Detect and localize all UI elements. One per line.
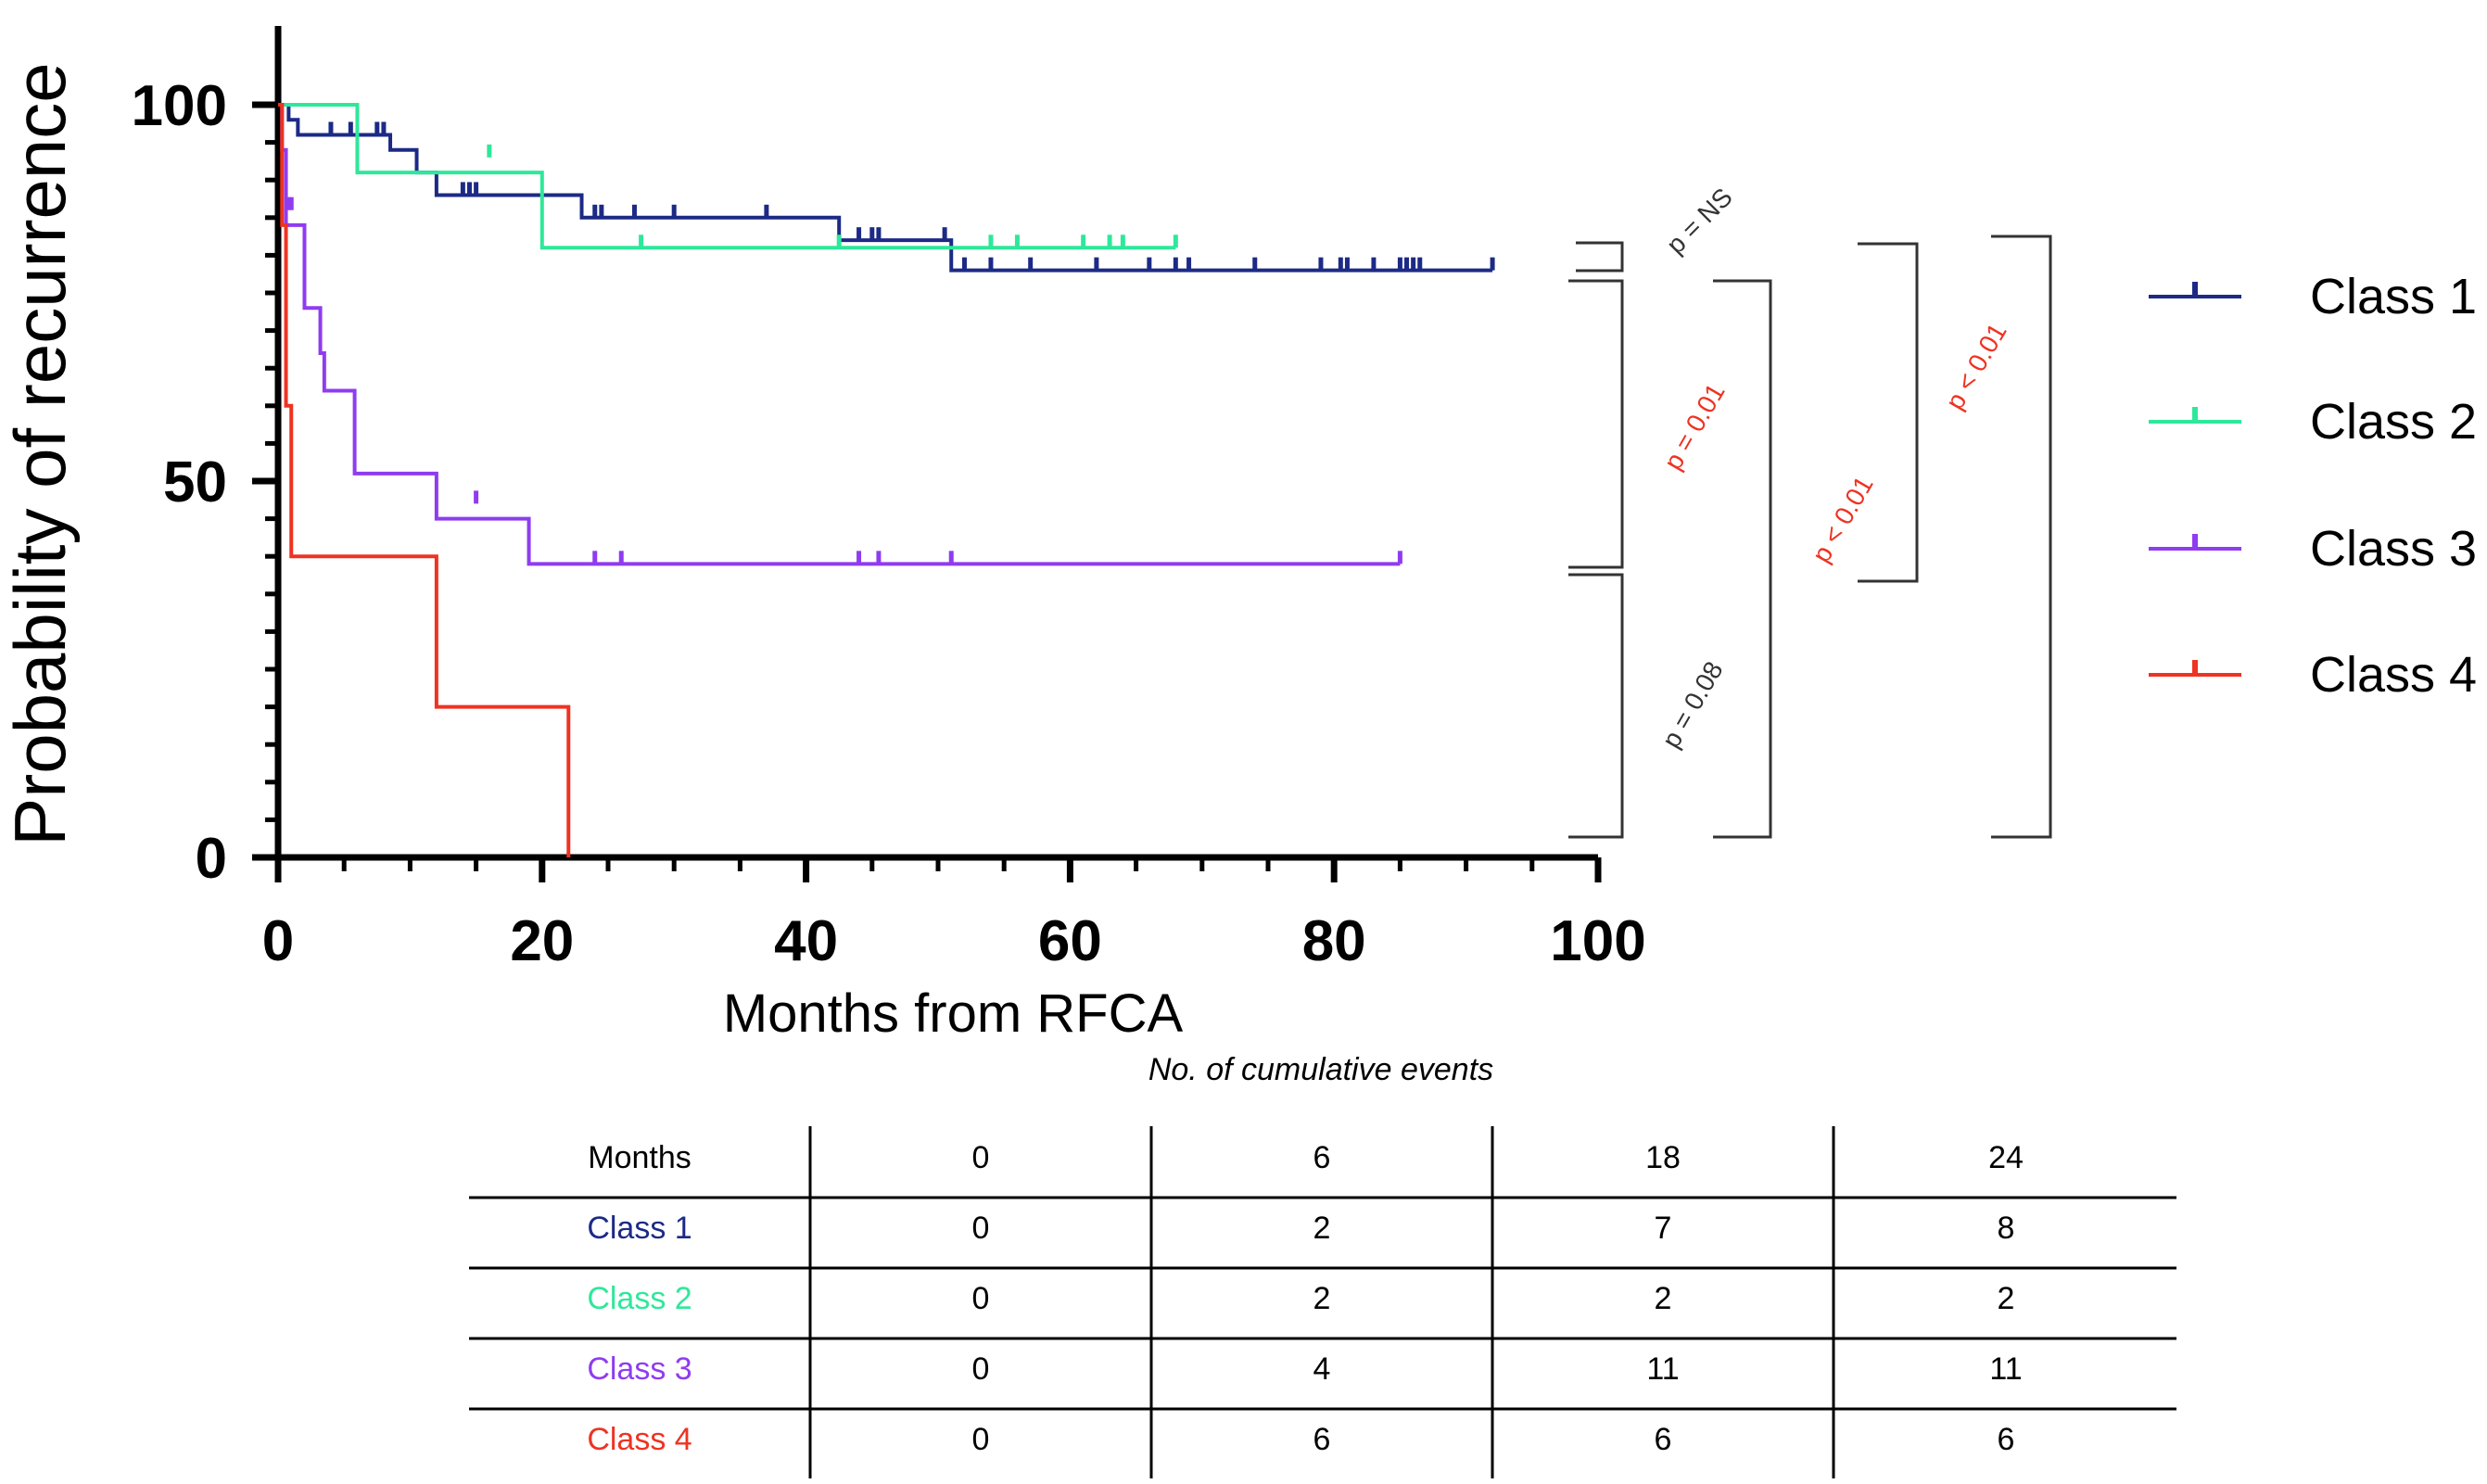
series-class-4	[278, 103, 571, 857]
y-tick-labels: 0 50 100	[132, 74, 227, 891]
bracket-class2-vs-class3	[1858, 242, 1919, 583]
table-header-cell: 18	[1645, 1140, 1681, 1175]
table-cell: 4	[1313, 1351, 1331, 1387]
table-cell: 6	[1655, 1422, 1672, 1457]
table-header-cell: Months	[588, 1140, 692, 1175]
x-axis-title: Months from RFCA	[723, 983, 1184, 1044]
table-cell: 11	[1646, 1351, 1679, 1387]
km-curve	[278, 103, 1493, 273]
x-tick-label: 40	[774, 909, 838, 973]
table-cell: 11	[1989, 1351, 2022, 1387]
events-table: Months 0 6 18 24 Class 1 0 2 7 8 Class 2 0 2 2 2 Class …	[469, 1126, 2176, 1478]
p-label-class3-vs-class4: p = 0.08	[1656, 656, 1729, 753]
legend-label: Class 1	[2310, 269, 2477, 324]
p-value-labels: p = NS p = 0.01 p = 0.08 p < 0.01 p < 0.…	[1656, 183, 2012, 753]
y-tick-label: 50	[163, 450, 227, 514]
legend-label: Class 4	[2310, 647, 2477, 703]
table-cell: 0	[972, 1351, 990, 1387]
p-label-class2-vs-class4: p < 0.01	[1807, 471, 1879, 567]
bracket-class3-vs-class4	[1568, 573, 1624, 839]
table-cell: 2	[1998, 1281, 2015, 1316]
x-tick-label: 80	[1302, 909, 1366, 973]
table-cell: 6	[1313, 1422, 1331, 1457]
bracket-class2-vs-class4	[1713, 279, 1772, 839]
km-curve	[278, 103, 1401, 566]
table-cell: 0	[972, 1281, 990, 1316]
series-class-2	[278, 103, 1178, 250]
legend: Class 1 Class 2 Class 3 Class 4	[2149, 269, 2477, 703]
km-curve	[278, 103, 1176, 250]
bracket-class1-vs-class4	[1991, 235, 2052, 839]
series-class-1	[278, 103, 1495, 273]
legend-item: Class 4	[2149, 647, 2477, 703]
legend-item: Class 2	[2149, 394, 2477, 450]
table-header-cell: 0	[972, 1140, 990, 1175]
series-class-3	[278, 103, 1402, 566]
table-row-label: Class 2	[587, 1281, 692, 1316]
p-label-class1-vs-class2: p = NS	[1661, 183, 1738, 260]
series-layer	[278, 103, 1495, 857]
p-label-class1-vs-class4-b: p < 0.01	[1940, 318, 2012, 414]
table-cell: 2	[1655, 1281, 1672, 1316]
x-tick-labels: 0 20 40 60 80 100	[262, 909, 1646, 973]
table-cell: 8	[1998, 1211, 2015, 1246]
table-cell: 6	[1998, 1422, 2015, 1457]
x-tick-label: 0	[262, 909, 294, 973]
p-label-class1-vs-class3: p = 0.01	[1658, 378, 1731, 475]
x-tick-label: 20	[510, 909, 574, 973]
x-minor-ticks	[274, 857, 1602, 882]
legend-label: Class 3	[2310, 521, 2477, 577]
table-header-cell: 24	[1988, 1140, 2024, 1175]
table-row-label: Class 4	[587, 1422, 692, 1457]
y-tick-label: 100	[132, 74, 227, 138]
table-caption: No. of cumulative events	[1148, 1052, 1493, 1087]
table-row-label: Class 3	[587, 1351, 692, 1387]
comparison-brackets	[1568, 235, 2052, 839]
legend-item: Class 1	[2149, 269, 2477, 324]
bracket-class1-vs-class3	[1568, 279, 1624, 569]
km-curve	[278, 103, 571, 857]
bracket-class1-vs-class2	[1576, 241, 1624, 273]
y-minor-ticks	[252, 101, 278, 861]
axes	[252, 26, 1602, 882]
table-header-cell: 6	[1313, 1140, 1331, 1175]
x-tick-label: 100	[1550, 909, 1645, 973]
y-tick-label: 0	[196, 827, 227, 891]
legend-item: Class 3	[2149, 521, 2477, 577]
table-cell: 2	[1313, 1281, 1331, 1316]
x-tick-label: 60	[1038, 909, 1102, 973]
table-cell: 7	[1655, 1211, 1672, 1246]
y-axis-title: Probability of recurrence	[0, 62, 81, 845]
legend-label: Class 2	[2310, 394, 2477, 450]
table-row-label: Class 1	[587, 1211, 692, 1246]
table-cell: 0	[972, 1422, 990, 1457]
table-cell: 2	[1313, 1211, 1331, 1246]
table-cell: 0	[972, 1211, 990, 1246]
